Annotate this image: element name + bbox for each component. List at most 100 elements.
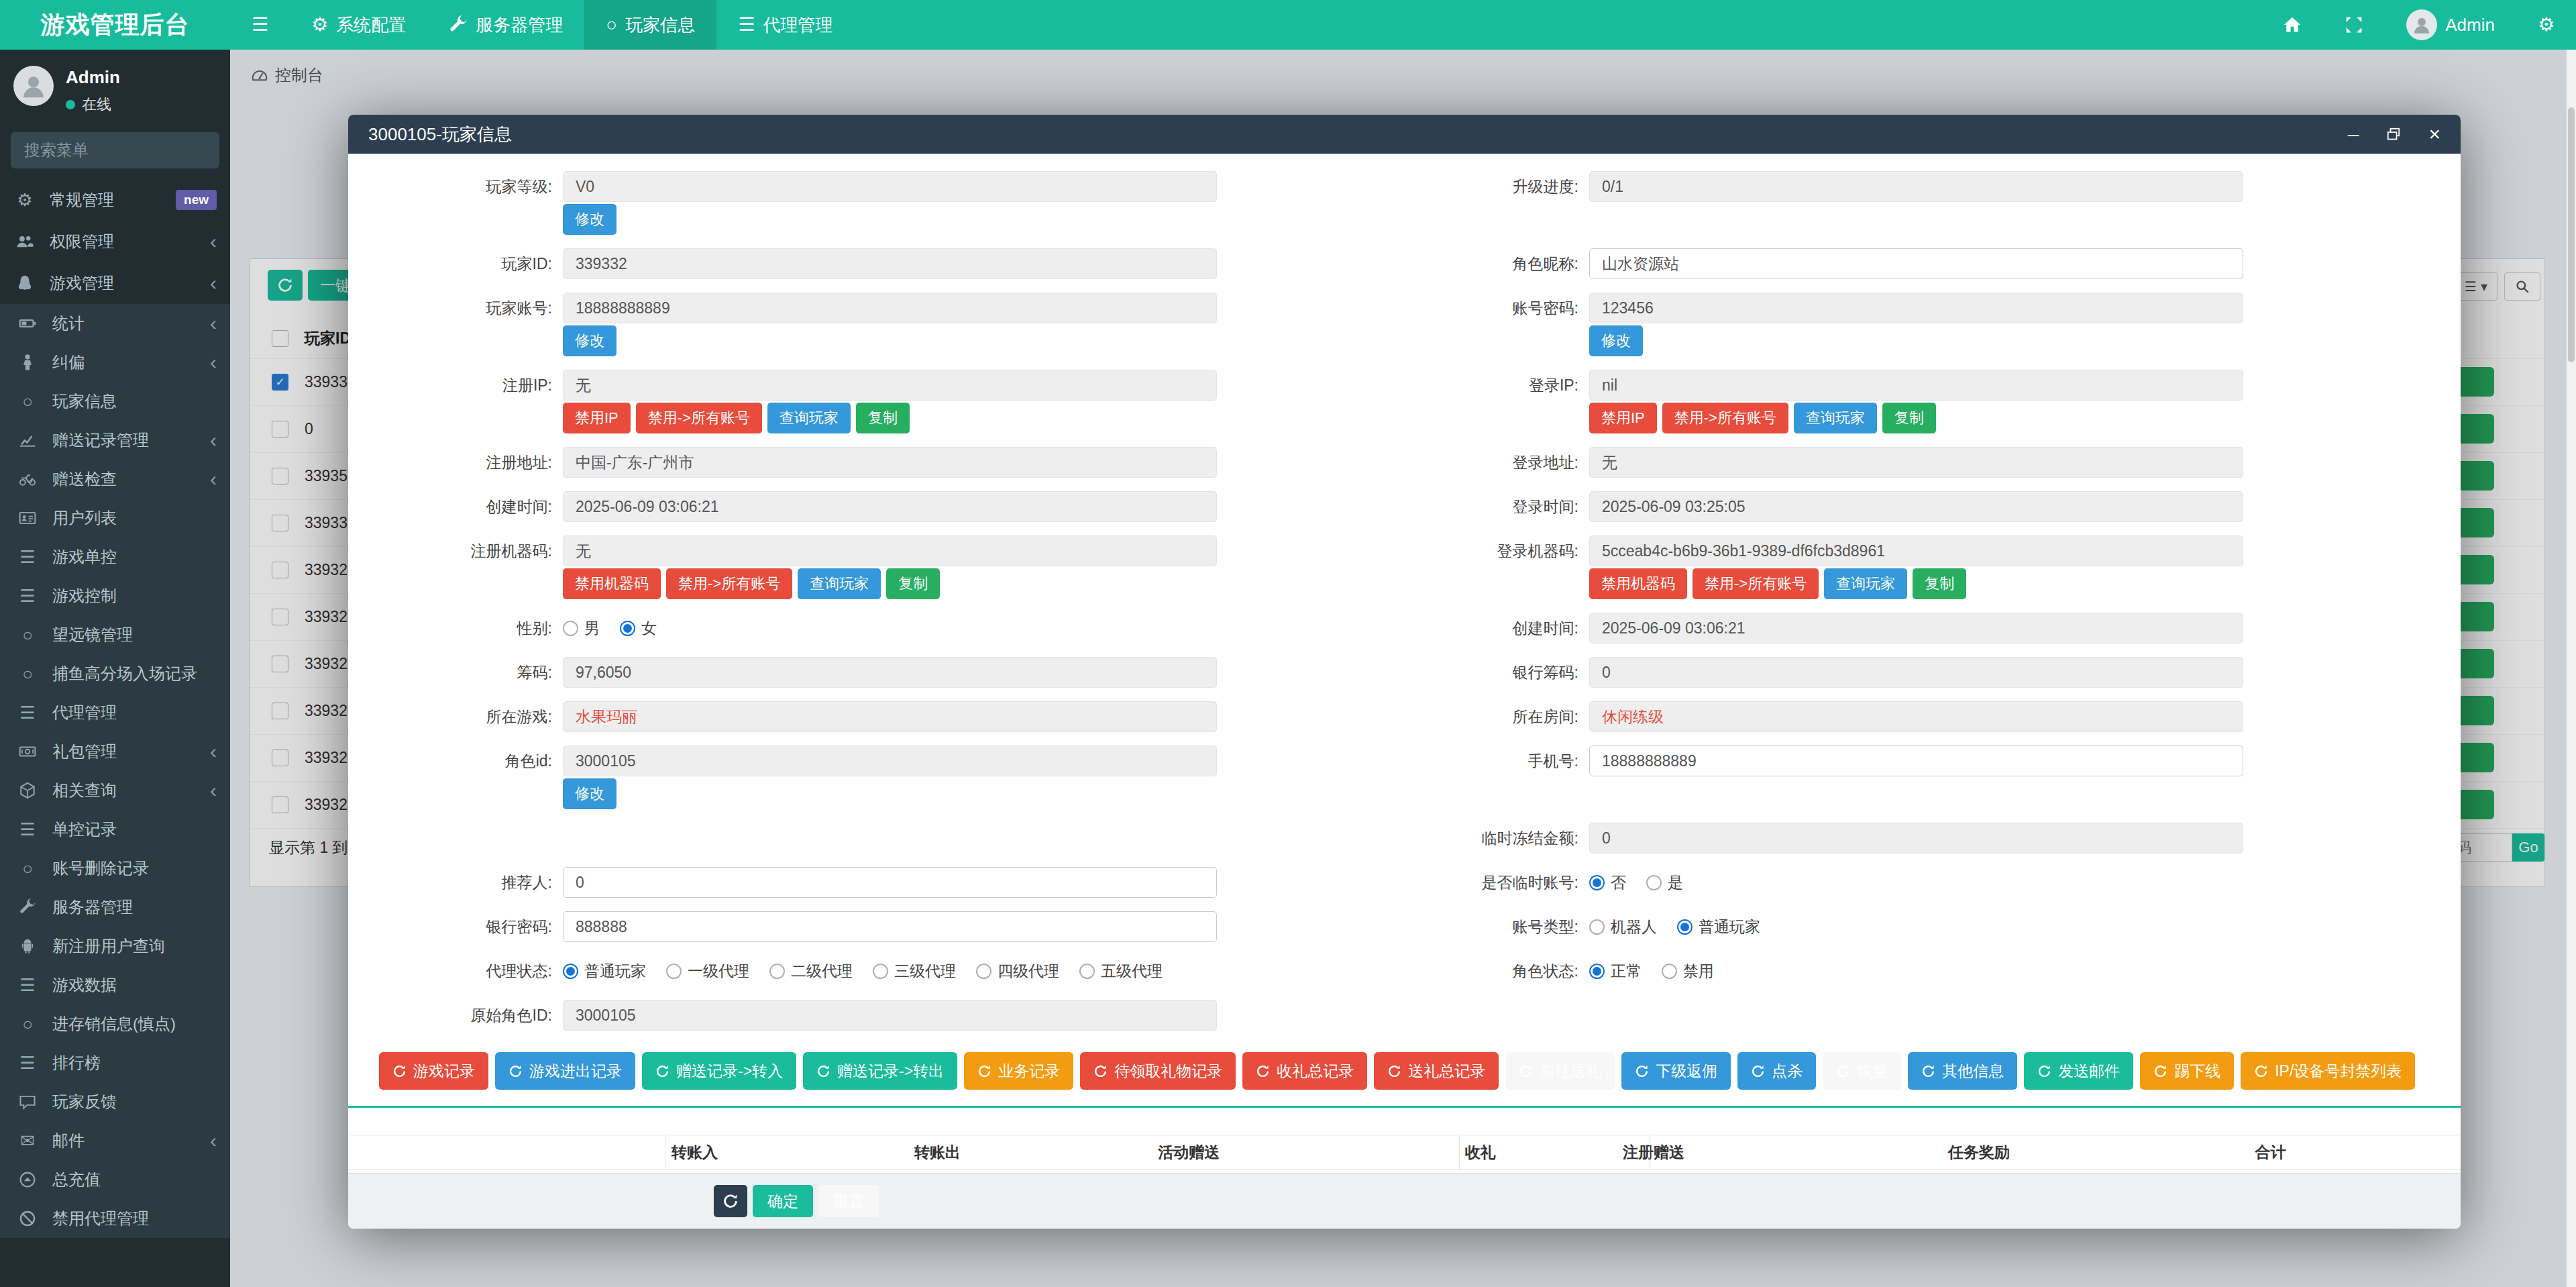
radio-option[interactable]: 一级代理 [666, 961, 749, 982]
sidebar-item[interactable]: ○玩家信息 [0, 382, 230, 421]
home-button[interactable] [2261, 0, 2323, 50]
field-action-button[interactable]: 复制 [886, 568, 940, 599]
close-button[interactable]: × [2428, 123, 2440, 146]
sidebar-item[interactable]: 礼包管理‹ [0, 732, 230, 771]
field-action-button[interactable]: 禁用->所有账号 [1693, 568, 1819, 599]
sidebar-item[interactable]: ☰游戏数据 [0, 966, 230, 1005]
radio-option[interactable]: 否 [1589, 872, 1626, 893]
sidebar-item[interactable]: ✉邮件‹ [0, 1121, 230, 1160]
confirm-button[interactable]: 确定 [753, 1185, 813, 1217]
field-action-button[interactable]: 查询玩家 [1794, 403, 1877, 433]
settings-button[interactable]: ⚙ [2516, 0, 2576, 50]
radio-option[interactable]: 是 [1646, 872, 1683, 893]
minimize-button[interactable]: – [2348, 123, 2359, 146]
sidebar-item[interactable]: ☰代理管理 [0, 693, 230, 732]
sidebar-item[interactable]: 权限管理‹ [0, 221, 230, 262]
sidebar-item[interactable]: 相关查询‹ [0, 771, 230, 810]
wrench-icon [16, 898, 39, 916]
radio-option[interactable]: 禁用 [1662, 961, 1714, 982]
reset-button[interactable]: 重置 [818, 1185, 879, 1217]
sidebar-item[interactable]: ☰游戏控制 [0, 576, 230, 615]
modal-action-button[interactable]: 其他信息 [1908, 1052, 2017, 1090]
sidebar-item[interactable]: 玩家反馈 [0, 1082, 230, 1121]
sidebar-item[interactable]: 游戏管理‹ [0, 262, 230, 304]
field-action-button[interactable]: 禁用机器码 [563, 568, 661, 599]
sidebar-item[interactable]: ○捕鱼高分场入场记录 [0, 654, 230, 693]
radio-option[interactable]: 普通玩家 [1677, 917, 1760, 937]
modal-action-button[interactable]: 点杀 [1737, 1052, 1816, 1090]
nav-item[interactable]: ⚙系统配置 [290, 0, 427, 50]
field-action-button[interactable]: 禁用->所有账号 [666, 568, 792, 599]
sidebar-item[interactable]: ○望远镜管理 [0, 615, 230, 654]
sidebar-item[interactable]: 总充值 [0, 1160, 230, 1199]
sidebar-item[interactable]: 禁用代理管理 [0, 1199, 230, 1238]
field-input[interactable] [563, 867, 1217, 898]
modal-action-button[interactable]: 下级返佣 [1621, 1052, 1731, 1090]
sidebar-item[interactable]: 统计‹ [0, 304, 230, 343]
modal-action-button[interactable]: 发送邮件 [2024, 1052, 2133, 1090]
modal-action-button[interactable]: 送礼总记录 [1374, 1052, 1499, 1090]
sidebar-item[interactable]: 纠偏‹ [0, 343, 230, 382]
field-action-button[interactable]: 禁用IP [563, 403, 631, 433]
scrollbar-thumb[interactable] [2568, 107, 2575, 362]
modal-action-button[interactable]: 踢下线 [2140, 1052, 2234, 1090]
modal-action-button[interactable]: 业务记录 [964, 1052, 1073, 1090]
field-action-button[interactable]: 复制 [1913, 568, 1966, 599]
modal-action-button[interactable]: 赠送记录->转入 [642, 1052, 796, 1090]
field-action-button[interactable]: 修改 [1589, 325, 1643, 356]
field-input[interactable] [563, 911, 1217, 942]
field-input[interactable] [1589, 745, 2243, 776]
modal-action-button[interactable]: 收礼总记录 [1242, 1052, 1367, 1090]
modal-action-label: IP/设备号封禁列表 [2275, 1061, 2402, 1082]
modal-action-button[interactable]: 前往送礼 [1505, 1052, 1615, 1090]
modal-action-button[interactable]: IP/设备号封禁列表 [2241, 1052, 2415, 1090]
field-action-button[interactable]: 查询玩家 [767, 403, 851, 433]
radio-option[interactable]: 男 [563, 618, 600, 639]
modal-action-button[interactable]: 待领取礼物记录 [1080, 1052, 1236, 1090]
restore-button[interactable] [2385, 126, 2402, 142]
field-action-button[interactable]: 查询玩家 [1824, 568, 1907, 599]
sidebar-item[interactable]: 新注册用户查询 [0, 927, 230, 966]
field-input[interactable] [1589, 248, 2243, 279]
sidebar-item[interactable]: ○进存销信息(慎点) [0, 1005, 230, 1043]
radio-option[interactable]: 普通玩家 [563, 961, 646, 982]
radio-option[interactable]: 五级代理 [1079, 961, 1163, 982]
sidebar-item[interactable]: ⚙常规管理new [0, 179, 230, 221]
field-action-button[interactable]: 查询玩家 [798, 568, 881, 599]
field-action-button[interactable]: 复制 [1882, 403, 1936, 433]
refresh-button[interactable] [714, 1185, 747, 1217]
sidebar-item[interactable]: ☰单控记录 [0, 810, 230, 849]
sidebar-item[interactable]: 赠送检查‹ [0, 460, 230, 499]
sidebar-item[interactable]: ○账号删除记录 [0, 849, 230, 888]
modal-action-button[interactable]: 恢复 [1823, 1052, 1901, 1090]
sidebar-item[interactable]: 赠送记录管理‹ [0, 421, 230, 460]
sidebar-item[interactable]: ☰排行榜 [0, 1043, 230, 1082]
modal-action-button[interactable]: 游戏记录 [379, 1052, 488, 1090]
radio-option[interactable]: 三级代理 [873, 961, 956, 982]
fullscreen-button[interactable] [2323, 0, 2385, 50]
user-menu[interactable]: Admin [2385, 0, 2516, 50]
field-action-button[interactable]: 禁用机器码 [1589, 568, 1687, 599]
field-action-button[interactable]: 修改 [563, 325, 616, 356]
nav-item[interactable]: ☰代理管理 [716, 0, 854, 50]
radio-option[interactable]: 女 [620, 618, 657, 639]
modal-action-button[interactable]: 游戏进出记录 [495, 1052, 635, 1090]
field-action-button[interactable]: 修改 [563, 204, 616, 235]
field-action-button[interactable]: 修改 [563, 778, 616, 809]
sidebar-item[interactable]: 服务器管理 [0, 888, 230, 927]
sidebar-toggle-button[interactable]: ☰ [230, 0, 290, 50]
modal-action-button[interactable]: 赠送记录->转出 [803, 1052, 957, 1090]
radio-option[interactable]: 四级代理 [976, 961, 1059, 982]
radio-option[interactable]: 二级代理 [769, 961, 853, 982]
nav-item[interactable]: ○玩家信息 [584, 0, 716, 50]
radio-option[interactable]: 机器人 [1589, 917, 1657, 937]
field-action-button[interactable]: 禁用IP [1589, 403, 1657, 433]
radio-option[interactable]: 正常 [1589, 961, 1642, 982]
search-input[interactable] [23, 140, 230, 160]
field-action-button[interactable]: 禁用->所有账号 [1662, 403, 1788, 433]
sidebar-item[interactable]: 用户列表 [0, 499, 230, 537]
field-action-button[interactable]: 禁用->所有账号 [636, 403, 762, 433]
nav-item[interactable]: 服务器管理 [427, 0, 584, 50]
sidebar-item[interactable]: ☰游戏单控 [0, 537, 230, 576]
field-action-button[interactable]: 复制 [856, 403, 910, 433]
